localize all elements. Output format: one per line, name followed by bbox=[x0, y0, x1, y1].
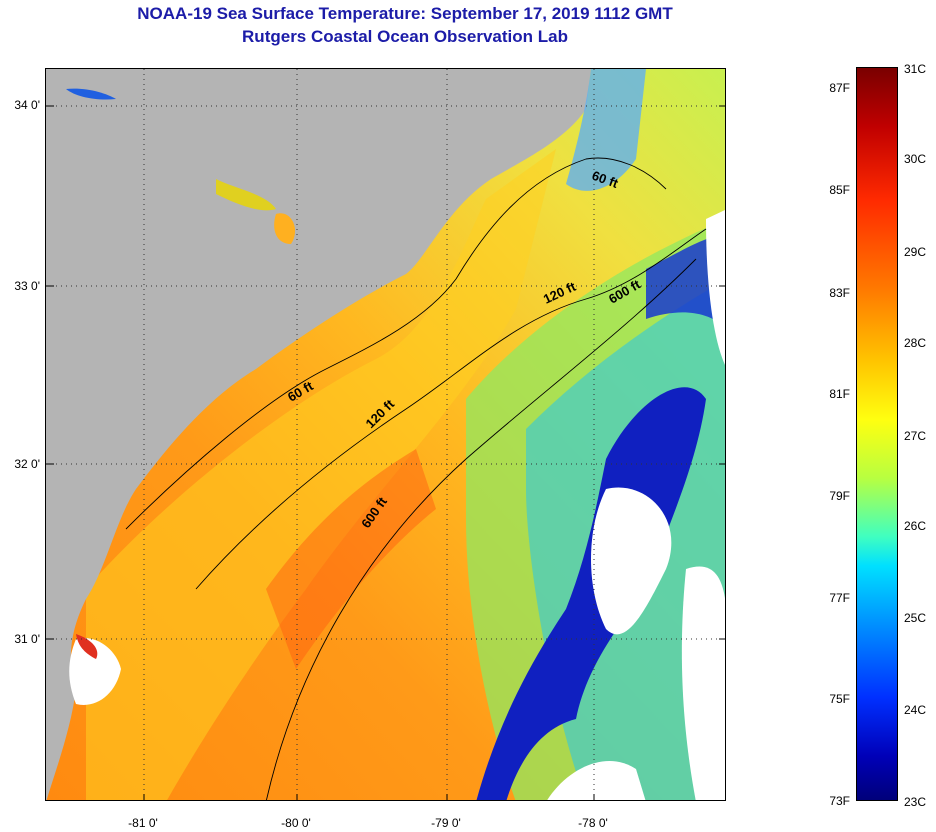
warm-streak bbox=[266, 449, 436, 669]
fahrenheit-label-75: 75F bbox=[829, 692, 850, 706]
sst-map[interactable]: 60 ft 120 ft 600 ft 60 ft 120 ft 600 ft bbox=[45, 68, 726, 801]
fahrenheit-label-87: 87F bbox=[829, 81, 850, 95]
lon-label-79: -79 0' bbox=[431, 816, 461, 830]
nearshore-band bbox=[86, 149, 556, 800]
celsius-label-28: 28C bbox=[904, 336, 927, 350]
celsius-label-26: 26C bbox=[904, 519, 927, 533]
fahrenheit-label-85: 85F bbox=[829, 183, 850, 197]
lat-label-32: 32 0' bbox=[14, 457, 40, 471]
estuary-cloud bbox=[69, 638, 121, 705]
cold-patch-1 bbox=[476, 387, 706, 800]
fahrenheit-label-77: 77F bbox=[829, 591, 850, 605]
lon-label-80: -80 0' bbox=[281, 816, 311, 830]
fahrenheit-label-73: 73F bbox=[829, 794, 850, 808]
cloud-patch-4 bbox=[547, 761, 646, 800]
celsius-label-29: 29C bbox=[904, 245, 927, 259]
fahrenheit-label-79: 79F bbox=[829, 489, 850, 503]
cold-patch-2 bbox=[646, 236, 725, 328]
lat-label-31: 31 0' bbox=[14, 632, 40, 646]
cloud-patch-1 bbox=[591, 487, 672, 635]
celsius-label-30: 30C bbox=[904, 152, 927, 166]
celsius-label-25: 25C bbox=[904, 611, 927, 625]
estuary-hotspot bbox=[76, 634, 98, 659]
coastal-strip bbox=[566, 69, 646, 191]
temperature-colorbar bbox=[856, 67, 898, 801]
grid-lines bbox=[46, 69, 725, 800]
tick-marks bbox=[46, 105, 725, 800]
celsius-label-27: 27C bbox=[904, 429, 927, 443]
celsius-label-24: 24C bbox=[904, 703, 927, 717]
contour-120ft bbox=[195, 228, 707, 590]
sst-map-canvas: 60 ft 120 ft 600 ft 60 ft 120 ft 600 ft bbox=[46, 69, 725, 800]
inland-lake-3 bbox=[66, 88, 116, 100]
bathymetry-contours bbox=[125, 157, 707, 800]
fahrenheit-label-81: 81F bbox=[829, 387, 850, 401]
lon-label-78: -78 0' bbox=[578, 816, 608, 830]
inland-lake-1 bbox=[216, 179, 276, 211]
fahrenheit-label-83: 83F bbox=[829, 286, 850, 300]
lat-label-34: 34 0' bbox=[14, 98, 40, 112]
inland-lake-2 bbox=[274, 213, 296, 244]
contour-60ft bbox=[125, 157, 667, 530]
map-title: NOAA-19 Sea Surface Temperature: Septemb… bbox=[137, 4, 673, 23]
celsius-label-31: 31C bbox=[904, 62, 927, 76]
lon-label-81: -81 0' bbox=[128, 816, 158, 830]
lat-label-33: 33 0' bbox=[14, 279, 40, 293]
map-subtitle: Rutgers Coastal Ocean Observation Lab bbox=[242, 27, 568, 46]
cloud-patch-2 bbox=[681, 566, 725, 800]
contour-600ft bbox=[266, 258, 697, 800]
cloud-patch-3 bbox=[706, 209, 725, 365]
land-mass bbox=[46, 69, 591, 800]
celsius-label-23: 23C bbox=[904, 795, 927, 809]
